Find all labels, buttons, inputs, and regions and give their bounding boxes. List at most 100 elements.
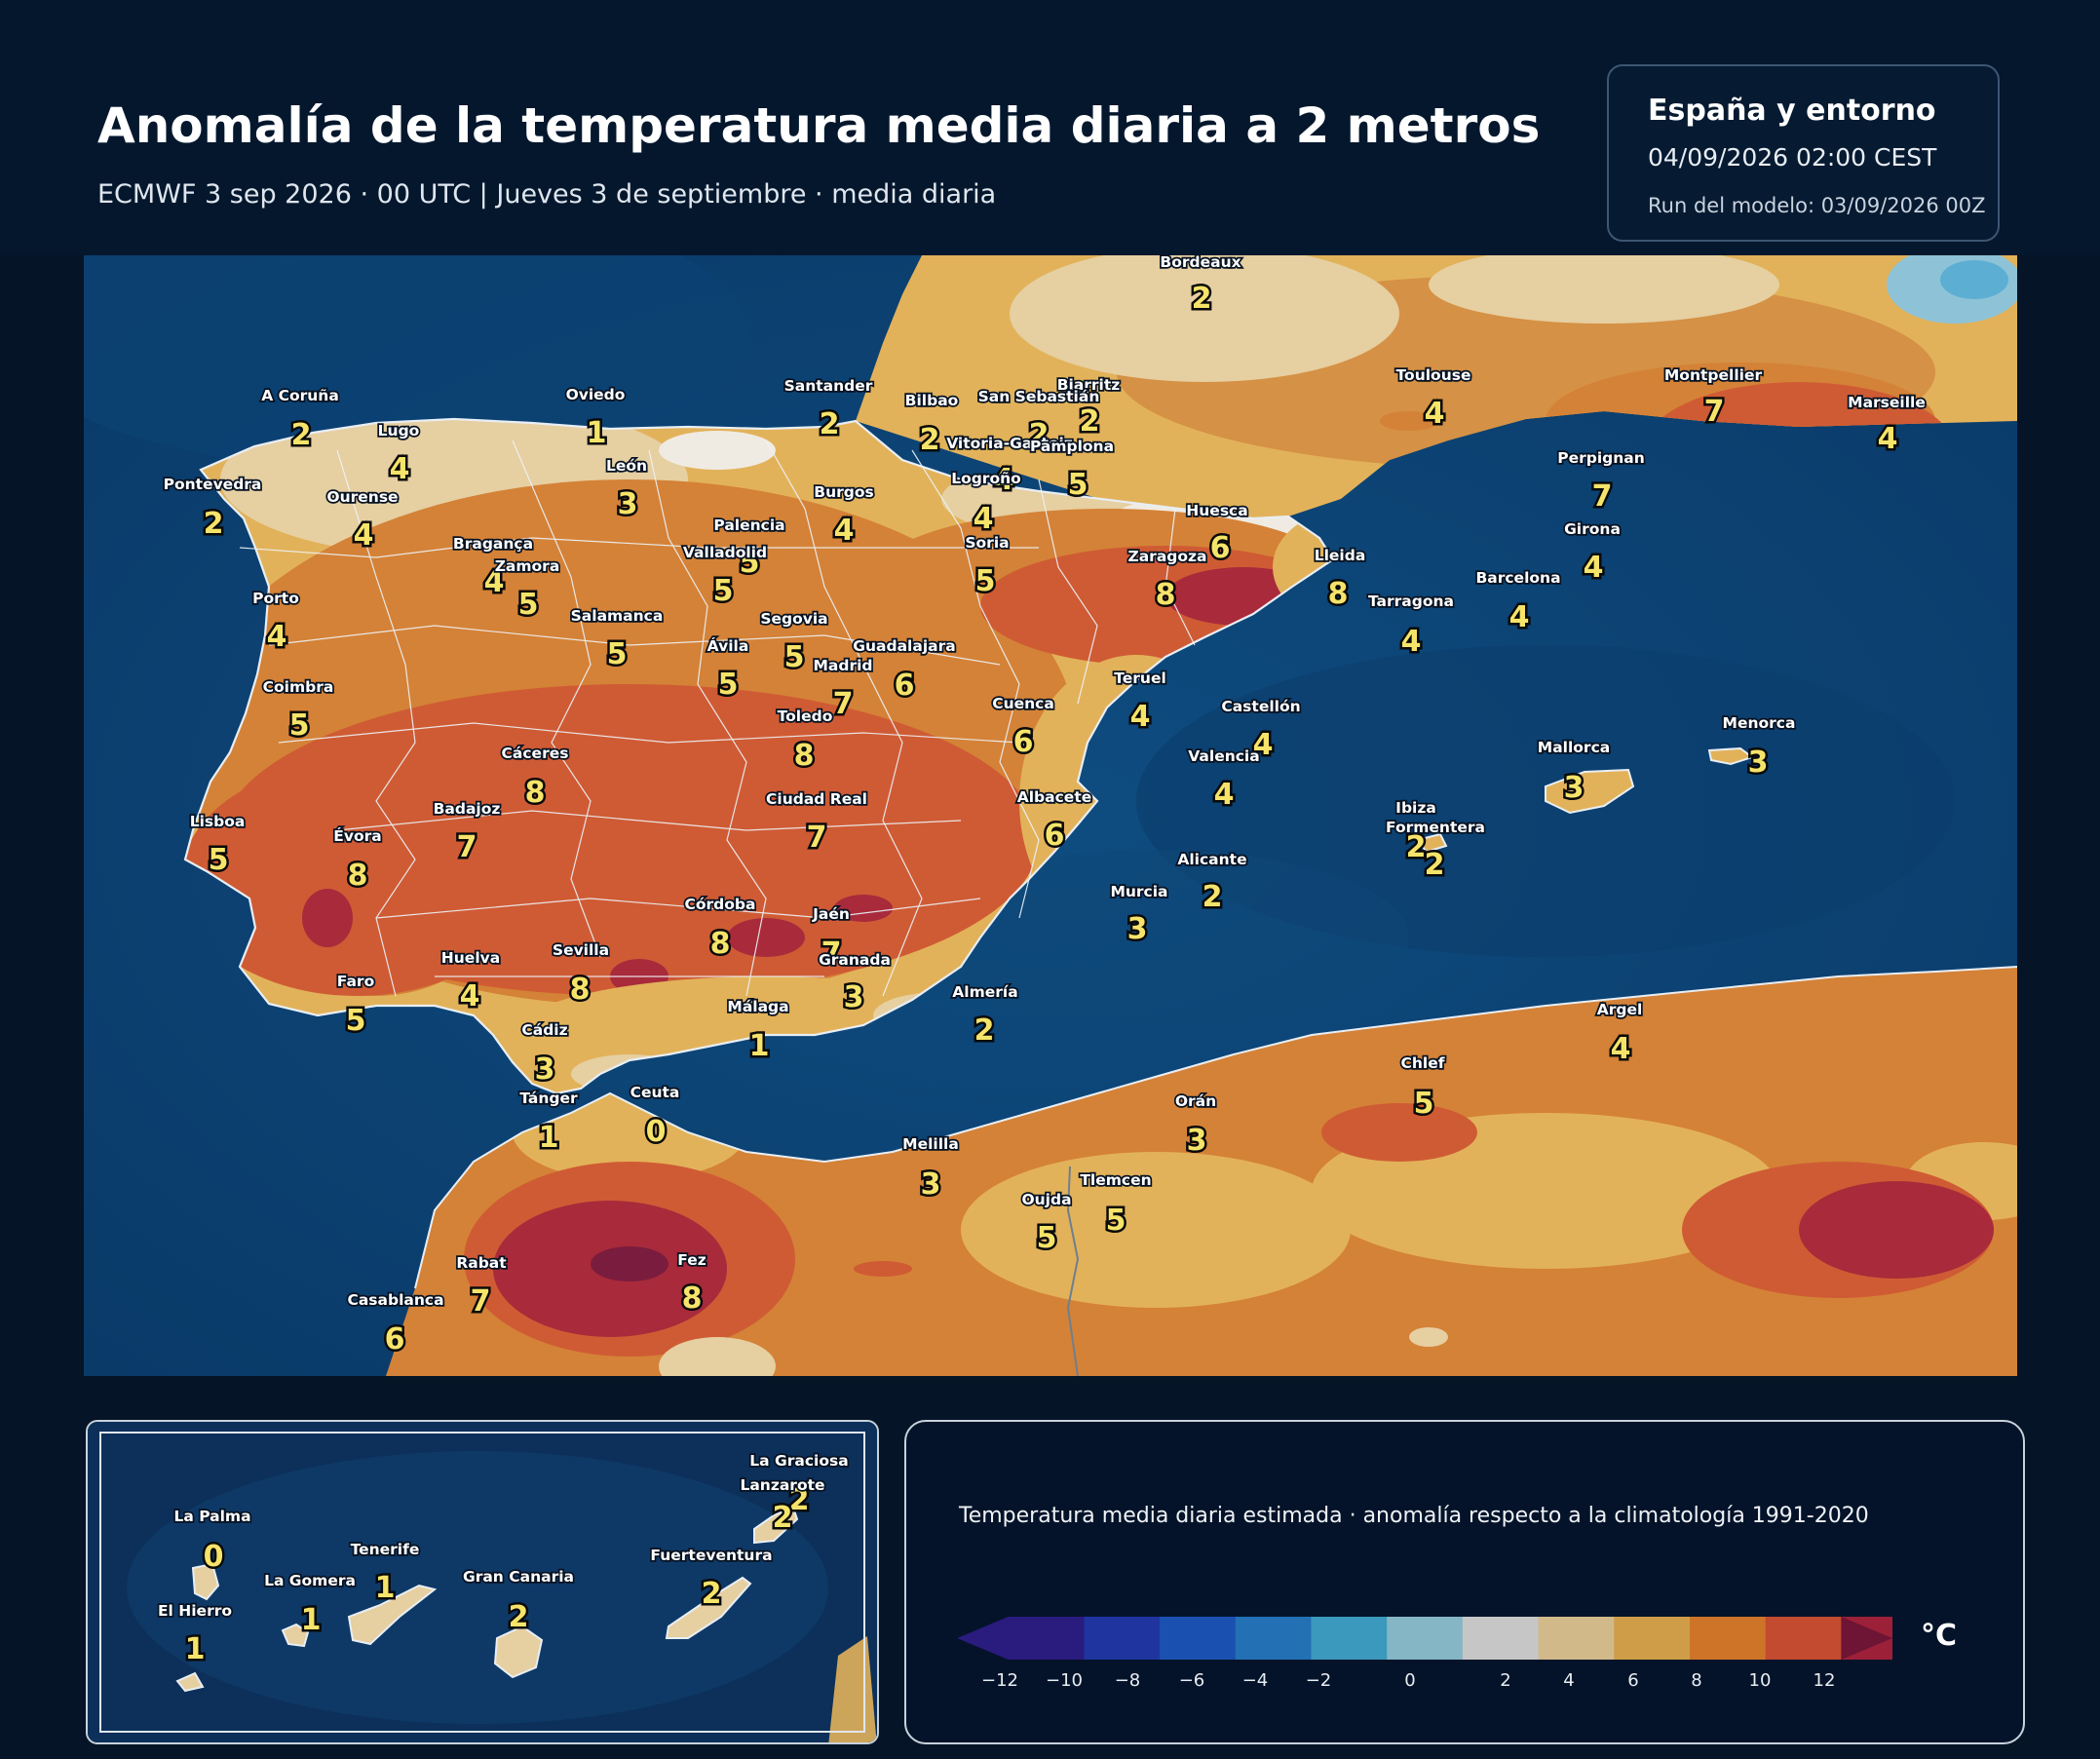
anomaly-value: 2 [773,1501,793,1535]
city-label: Montpellier [1664,366,1763,384]
city-label: Ourense [326,488,398,506]
anomaly-value: 4 [1214,778,1235,812]
city-label: Perpignan [1557,449,1645,467]
city-label: Córdoba [685,896,756,913]
anomaly-value: 2 [509,1600,529,1634]
anomaly-map[interactable]: Bordeaux 2 Toulouse 4 Montpellier 7 Marseille 4… [84,255,2017,1376]
city-label: Albacete [1017,788,1092,806]
city-label: Rabat [456,1254,507,1272]
city-label: Almería [952,983,1017,1001]
anomaly-value: 5 [740,546,760,580]
city-label: Cuenca [992,695,1054,712]
city-label: Oujda [1021,1191,1071,1208]
lanzarote-shape [753,1506,799,1545]
city-label: Lisboa [190,813,246,830]
anomaly-value: 3 [618,487,638,521]
la-palma-shape [191,1562,220,1601]
anomaly-value: 0 [646,1115,667,1149]
anomaly-value: 1 [375,1571,396,1605]
city-label: Cádiz [521,1021,567,1039]
anomaly-value: 2 [291,418,312,452]
anomaly-value: 8 [710,927,731,961]
city-label: Toulouse [1396,366,1471,384]
anomaly-value: 7 [807,821,827,855]
anomaly-value: 3 [1127,912,1148,946]
anomaly-value: 4 [1584,551,1604,585]
city-label: Soria [965,534,1009,552]
anomaly-value: 3 [535,1052,555,1087]
anomaly-value: 0 [204,1540,224,1574]
island-label: Tenerife [351,1541,420,1558]
anomaly-value: 2 [204,507,224,541]
anomaly-value: 2 [1192,282,1212,316]
anomaly-value: 2 [1425,848,1445,882]
anomaly-value: 5 [1414,1087,1434,1121]
anomaly-value: 4 [390,452,410,486]
colorbar-cell [1311,1617,1388,1660]
colorbar-tick: −8 [1114,1670,1141,1691]
anomaly-value: 2 [1029,418,1050,452]
city-label: Logroño [951,470,1021,487]
colorbar-cell [1084,1617,1161,1660]
legend-panel: Temperatura media diaria estimada · anom… [904,1420,2025,1744]
anomaly-value: 5 [607,637,628,671]
city-label: Bragança [453,535,533,553]
colorbar-tick: −2 [1305,1670,1332,1691]
page-subtitle: ECMWF 3 sep 2026 · 00 UTC | Jueves 3 de … [97,179,997,210]
city-label: Ciudad Real [766,790,867,808]
colorbar-tick: −4 [1241,1670,1269,1691]
anomaly-value: 4 [1611,1032,1631,1066]
anomaly-value: 3 [1187,1124,1207,1158]
page-title: Anomalía de la temperatura media diaria … [97,97,1541,154]
city-label: Girona [1564,520,1621,538]
city-label: Barcelona [1475,569,1560,587]
info-panel: España y entorno 04/09/2026 02:00 CEST R… [1607,64,2000,242]
anomaly-value: 6 [1013,725,1034,759]
anomaly-value: 4 [460,979,480,1013]
city-label: Vitoria-Gasteiz [946,435,1073,452]
anomaly-value: 3 [844,980,864,1014]
city-label: Pamplona [1030,438,1114,455]
anomaly-value: 6 [1045,819,1065,853]
city-label: Ceuta [630,1084,680,1101]
city-label: Zaragoza [1127,548,1206,565]
city-label: Teruel [1114,669,1166,687]
colorbar-cell [1538,1617,1615,1660]
anomaly-value: 7 [821,937,842,971]
colorbar-cell [957,1617,1085,1660]
city-label: Castellón [1221,698,1300,715]
city-label: León [606,457,647,475]
la-gomera-shape [281,1623,310,1648]
border-morocco-algeria [1066,1166,1080,1376]
anomaly-value: 2 [1406,830,1427,864]
anomaly-value: 7 [471,1284,491,1319]
colorbar-tick: −6 [1178,1670,1205,1691]
anomaly-value: 5 [346,1004,366,1038]
city-label: Argel [1597,1001,1643,1018]
canary-islands-inset[interactable]: La Graciosa 2 Lanzarote 2 La Palma 0 Fuerteven… [86,1420,879,1744]
city-label: Coimbra [263,678,334,696]
city-label: Menorca [1723,714,1796,732]
city-label: Ibiza [1395,799,1436,817]
anomaly-value: 5 [1068,468,1088,502]
city-label: Murcia [1110,883,1167,900]
anomaly-value: 5 [975,564,996,598]
anomaly-value: 3 [1748,746,1769,780]
city-label: Oviedo [566,386,626,403]
island-label: La Palma [173,1508,250,1525]
anomaly-value: 4 [834,514,855,548]
city-label: Huelva [441,949,500,967]
city-label: Évora [333,826,381,845]
anomaly-value: 7 [1592,479,1613,514]
map-canvas: Bordeaux 2 Toulouse 4 Montpellier 7 Marseille 4… [84,255,2017,1376]
city-label: Tánger [519,1090,578,1107]
city-label: Melilla [902,1135,959,1153]
city-label: Faro [337,973,374,990]
island-label: Lanzarote [740,1476,824,1494]
city-label: Biarritz [1057,376,1121,394]
city-label: Lleida [1315,547,1366,564]
city-label: Lugo [378,422,420,440]
map-labels: Bordeaux 2 Toulouse 4 Montpellier 7 Marseille 4… [162,255,1928,1359]
anomaly-value: 7 [833,687,854,721]
